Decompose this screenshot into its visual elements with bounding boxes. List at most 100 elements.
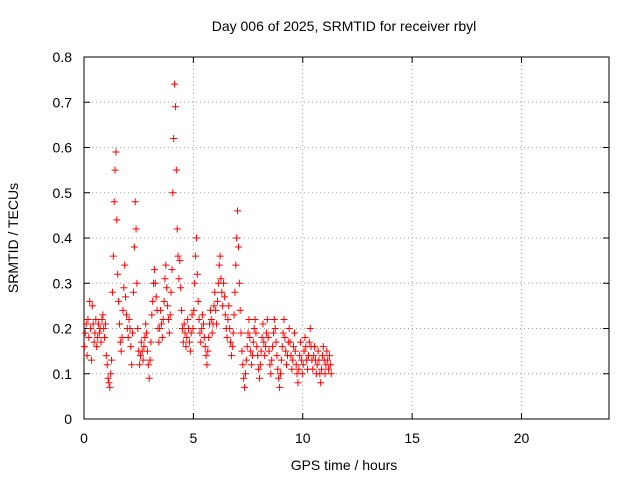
data-point bbox=[269, 343, 277, 351]
data-point bbox=[84, 315, 92, 323]
data-point bbox=[277, 356, 285, 364]
data-point bbox=[195, 315, 203, 323]
data-point bbox=[220, 279, 228, 287]
x-tick-label: 5 bbox=[189, 430, 197, 446]
data-point bbox=[103, 361, 111, 369]
data-point bbox=[124, 334, 132, 342]
data-point bbox=[288, 365, 296, 373]
data-point bbox=[236, 306, 244, 314]
data-point bbox=[136, 352, 144, 360]
data-point bbox=[183, 334, 191, 342]
data-point bbox=[229, 329, 237, 337]
data-point bbox=[188, 311, 196, 319]
data-point bbox=[142, 320, 150, 328]
data-point bbox=[108, 288, 116, 296]
data-point bbox=[88, 302, 96, 310]
data-point bbox=[187, 329, 195, 337]
data-point bbox=[211, 288, 219, 296]
data-point bbox=[168, 266, 176, 274]
data-point bbox=[174, 252, 182, 260]
data-point bbox=[255, 365, 263, 373]
data-point bbox=[130, 243, 138, 251]
data-point bbox=[244, 329, 252, 337]
data-point bbox=[87, 356, 95, 364]
data-point bbox=[325, 352, 333, 360]
data-point bbox=[309, 365, 317, 373]
data-point bbox=[281, 334, 289, 342]
data-point bbox=[171, 103, 179, 111]
data-point bbox=[213, 320, 221, 328]
data-point bbox=[318, 352, 326, 360]
data-point bbox=[257, 347, 265, 355]
data-point bbox=[225, 302, 233, 310]
data-point bbox=[169, 189, 177, 197]
data-point bbox=[172, 166, 180, 174]
data-point bbox=[116, 338, 124, 346]
data-point bbox=[171, 80, 179, 88]
data-point bbox=[314, 347, 322, 355]
data-point bbox=[273, 352, 281, 360]
data-point bbox=[291, 347, 299, 355]
data-point bbox=[152, 293, 160, 301]
data-point bbox=[122, 293, 130, 301]
data-point bbox=[203, 361, 211, 369]
data-point bbox=[242, 356, 250, 364]
data-point bbox=[140, 343, 148, 351]
data-point bbox=[121, 261, 129, 269]
data-point bbox=[157, 306, 165, 314]
tick-labels: 0 0.1 0.2 0.3 0.4 0.5 0.6 0.7 0.8 0 5 10 15 20 bbox=[53, 49, 530, 446]
data-point bbox=[106, 383, 114, 391]
data-point bbox=[114, 270, 122, 278]
data-point bbox=[233, 234, 241, 242]
data-point bbox=[182, 343, 190, 351]
data-point bbox=[224, 315, 232, 323]
data-point bbox=[262, 329, 270, 337]
data-point bbox=[146, 356, 154, 364]
y-tick-label: 0.4 bbox=[53, 230, 73, 246]
data-point bbox=[184, 315, 192, 323]
data-point bbox=[267, 370, 275, 378]
data-point bbox=[115, 320, 123, 328]
data-point bbox=[117, 347, 125, 355]
data-point bbox=[201, 343, 209, 351]
data-point bbox=[243, 343, 251, 351]
data-point bbox=[227, 352, 235, 360]
data-point bbox=[230, 311, 238, 319]
data-point bbox=[268, 356, 276, 364]
data-point bbox=[81, 329, 89, 337]
data-point bbox=[128, 361, 136, 369]
data-point bbox=[141, 334, 149, 342]
data-point bbox=[263, 315, 271, 323]
data-point bbox=[278, 343, 286, 351]
data-point bbox=[260, 338, 268, 346]
data-point bbox=[234, 243, 242, 251]
y-tick-label: 0.8 bbox=[53, 49, 73, 65]
data-point bbox=[296, 352, 304, 360]
data-point bbox=[87, 325, 95, 332]
y-tick-label: 0.3 bbox=[53, 275, 73, 291]
plot-frame bbox=[83, 56, 610, 420]
data-point bbox=[129, 288, 137, 296]
data-point bbox=[259, 320, 267, 328]
data-point bbox=[173, 225, 181, 233]
data-point bbox=[134, 325, 142, 332]
data-point bbox=[191, 279, 199, 287]
data-point bbox=[192, 252, 200, 260]
data-point bbox=[282, 347, 290, 355]
data-point bbox=[215, 261, 223, 269]
data-point bbox=[197, 338, 205, 346]
data-point bbox=[255, 374, 263, 382]
data-point bbox=[217, 275, 225, 283]
data-point bbox=[157, 320, 165, 328]
data-point bbox=[95, 329, 103, 337]
data-point bbox=[254, 352, 262, 360]
data-point bbox=[310, 352, 318, 360]
data-point bbox=[181, 329, 189, 337]
data-point bbox=[101, 334, 109, 342]
data-point bbox=[319, 343, 327, 351]
data-point bbox=[111, 166, 119, 174]
x-tick-label: 0 bbox=[80, 430, 88, 446]
data-point bbox=[290, 329, 298, 337]
data-point bbox=[129, 329, 137, 337]
data-point bbox=[132, 225, 140, 233]
